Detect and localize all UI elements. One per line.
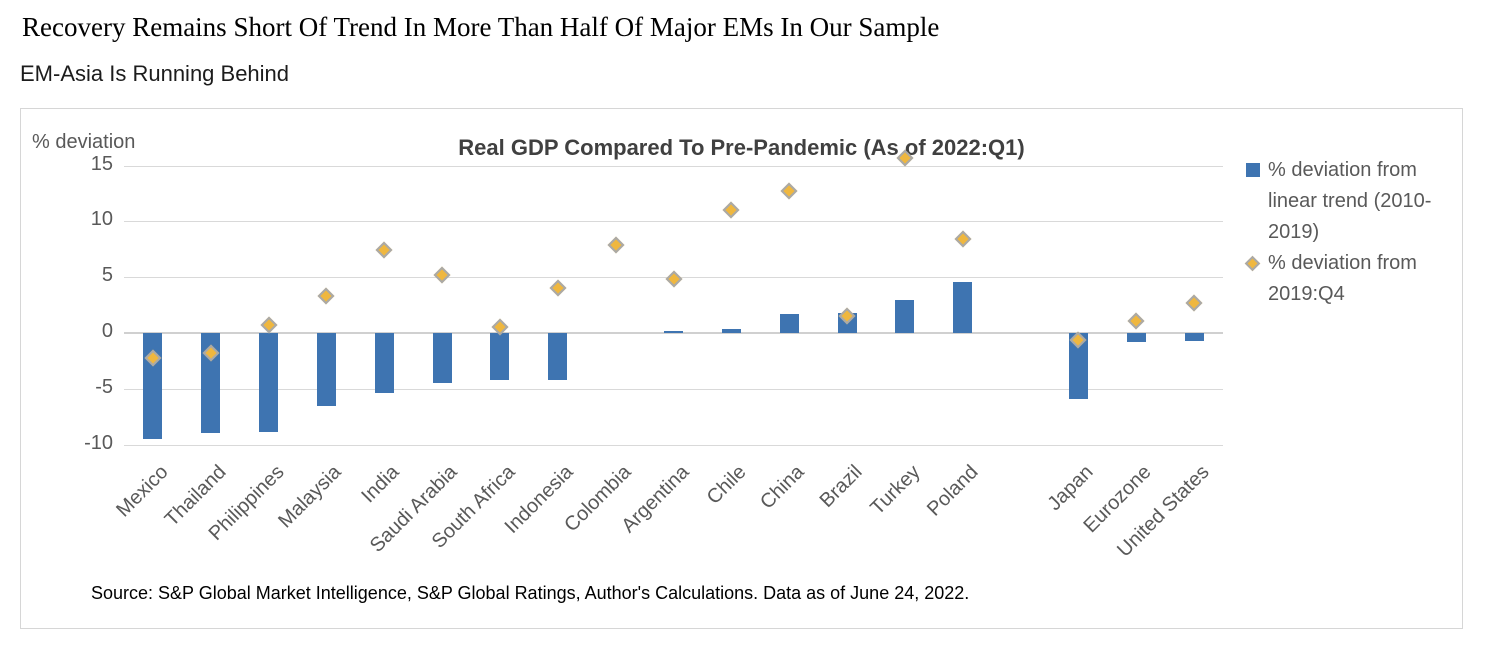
y-tick-label: -5 — [95, 375, 113, 398]
bar-south-africa — [490, 333, 510, 380]
bar-saudi-arabia — [432, 333, 452, 384]
bar-malaysia — [316, 333, 336, 406]
bar-india — [374, 333, 394, 394]
y-tick-label: 10 — [90, 208, 113, 231]
y-tick-label: 0 — [101, 320, 113, 342]
diamond-marker-eurozone — [1127, 312, 1145, 330]
legend-item: % deviation from linear trend (2010-2019… — [1246, 155, 1468, 248]
bar-poland — [953, 281, 973, 333]
bar-eurozone — [1126, 333, 1146, 342]
chart-legend: % deviation from linear trend (2010-2019… — [1244, 155, 1468, 310]
bar-turkey — [895, 299, 915, 333]
square-icon — [1246, 155, 1268, 177]
y-axis-unit-label: % deviation — [32, 131, 136, 153]
zero-axis-line — [124, 332, 1223, 334]
gridline — [124, 444, 1223, 446]
report-title: Recovery Remains Short Of Trend In More … — [22, 12, 940, 42]
diamond-marker-turkey — [896, 149, 914, 167]
y-tick-label: 15 — [90, 152, 113, 175]
legend-label: % deviation from linear trend (2010-2019… — [1268, 159, 1432, 243]
plot-area — [21, 109, 1462, 628]
diamond-marker-malaysia — [317, 287, 335, 305]
bar-argentina — [664, 330, 683, 333]
diamond-marker-chile — [722, 201, 740, 219]
bar-japan — [1068, 333, 1088, 399]
chart-title: Real GDP Compared To Pre-Pandemic (As of… — [458, 135, 1025, 160]
diamond-marker-poland — [954, 230, 972, 248]
diamond-marker-indonesia — [549, 279, 567, 297]
bar-indonesia — [548, 333, 568, 380]
legend-label: % deviation from 2019:Q4 — [1268, 252, 1417, 305]
bar-chile — [721, 328, 741, 333]
legend-item: % deviation from 2019:Q4 — [1244, 248, 1468, 310]
diamond-marker-united-states — [1185, 294, 1203, 312]
bar-thailand — [201, 333, 221, 434]
bar-china — [779, 314, 799, 333]
diamond-marker-colombia — [607, 236, 625, 254]
diamond-icon — [1244, 248, 1268, 272]
diamond-marker-saudi-arabia — [433, 266, 451, 284]
gridline — [124, 221, 1223, 223]
report-subtitle: EM-Asia Is Running Behind — [20, 61, 290, 86]
gridline — [124, 165, 1223, 167]
diamond-marker-india — [375, 241, 393, 259]
y-tick-label: 5 — [101, 264, 113, 287]
chart-container: % deviation Real GDP Compared To Pre-Pan… — [20, 108, 1463, 629]
diamond-marker-argentina — [665, 270, 682, 288]
diamond-marker-china — [780, 182, 798, 200]
y-tick-label: -10 — [84, 431, 113, 454]
bar-united-states — [1184, 333, 1204, 341]
bar-philippines — [259, 333, 279, 433]
gridline — [124, 388, 1223, 390]
source-note: Source: S&P Global Market Intelligence, … — [91, 583, 970, 603]
